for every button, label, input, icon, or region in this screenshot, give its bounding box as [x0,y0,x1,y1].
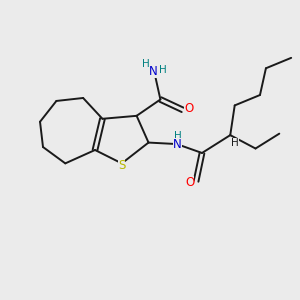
Text: N: N [173,138,182,151]
Text: O: O [184,102,193,115]
Text: S: S [118,159,125,172]
Text: H: H [159,65,167,75]
Text: H: H [174,131,182,141]
Text: N: N [148,65,157,78]
Text: H: H [142,59,150,69]
Text: H: H [231,139,239,148]
Text: O: O [185,176,194,189]
